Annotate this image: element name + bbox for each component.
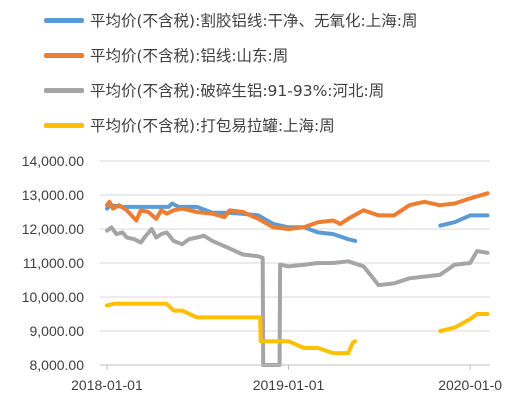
y-tick-label-4: 10,000.00 [22,289,84,305]
legend-swatch-1 [44,17,84,23]
legend-swatch-4 [44,122,84,128]
y-tick-label-5: 9,000.00 [30,323,85,339]
series-line-4 [105,301,490,356]
legend-label-3: 平均价(不含税):破碎生铝:91-93%:河北:周 [90,82,385,100]
series-line-3 [105,225,490,367]
gridlines [100,160,490,332]
y-axis-ticks: 14,000.00 13,000.00 12,000.00 11,000.00 10,0… [22,153,85,373]
legend-swatch-3 [44,87,84,93]
legend-label-2: 平均价(不含税):铝线:山东:周 [90,47,289,65]
legend-item-1: 平均价(不含税):割胶铝线:干净、无氧化:上海:周 [44,8,417,32]
y-tick-label-3: 11,000.00 [23,255,84,271]
y-tick-label-2: 12,000.00 [22,221,84,237]
y-tick-label-0: 14,000.00 [22,153,84,169]
y-tick-label-6: 8,000.00 [30,357,85,373]
legend-swatch-2 [44,52,84,58]
chart-legend: 平均价(不含税):割胶铝线:干净、无氧化:上海:周 平均价(不含税):铝线:山东… [0,0,512,150]
x-tick-label-1: 2019-01-01 [253,377,325,393]
legend-item-3: 平均价(不含税):破碎生铝:91-93%:河北:周 [44,78,384,102]
x-tick-label-2: 2020-01-0 [438,377,502,393]
x-axis-ticks: 2018-01-01 2019-01-01 2020-01-0 [71,365,502,393]
legend-item-2: 平均价(不含税):铝线:山东:周 [44,43,288,67]
series-line-2 [105,191,490,231]
x-tick-label-0: 2018-01-01 [71,377,143,393]
legend-item-4: 平均价(不含税):打包易拉罐:上海:周 [44,113,335,137]
y-tick-label-1: 13,000.00 [22,187,84,203]
series-lines [105,191,490,367]
legend-label-1: 平均价(不含税):割胶铝线:干净、无氧化:上海:周 [90,12,418,30]
legend-label-4: 平均价(不含税):打包易拉罐:上海:周 [90,117,335,135]
